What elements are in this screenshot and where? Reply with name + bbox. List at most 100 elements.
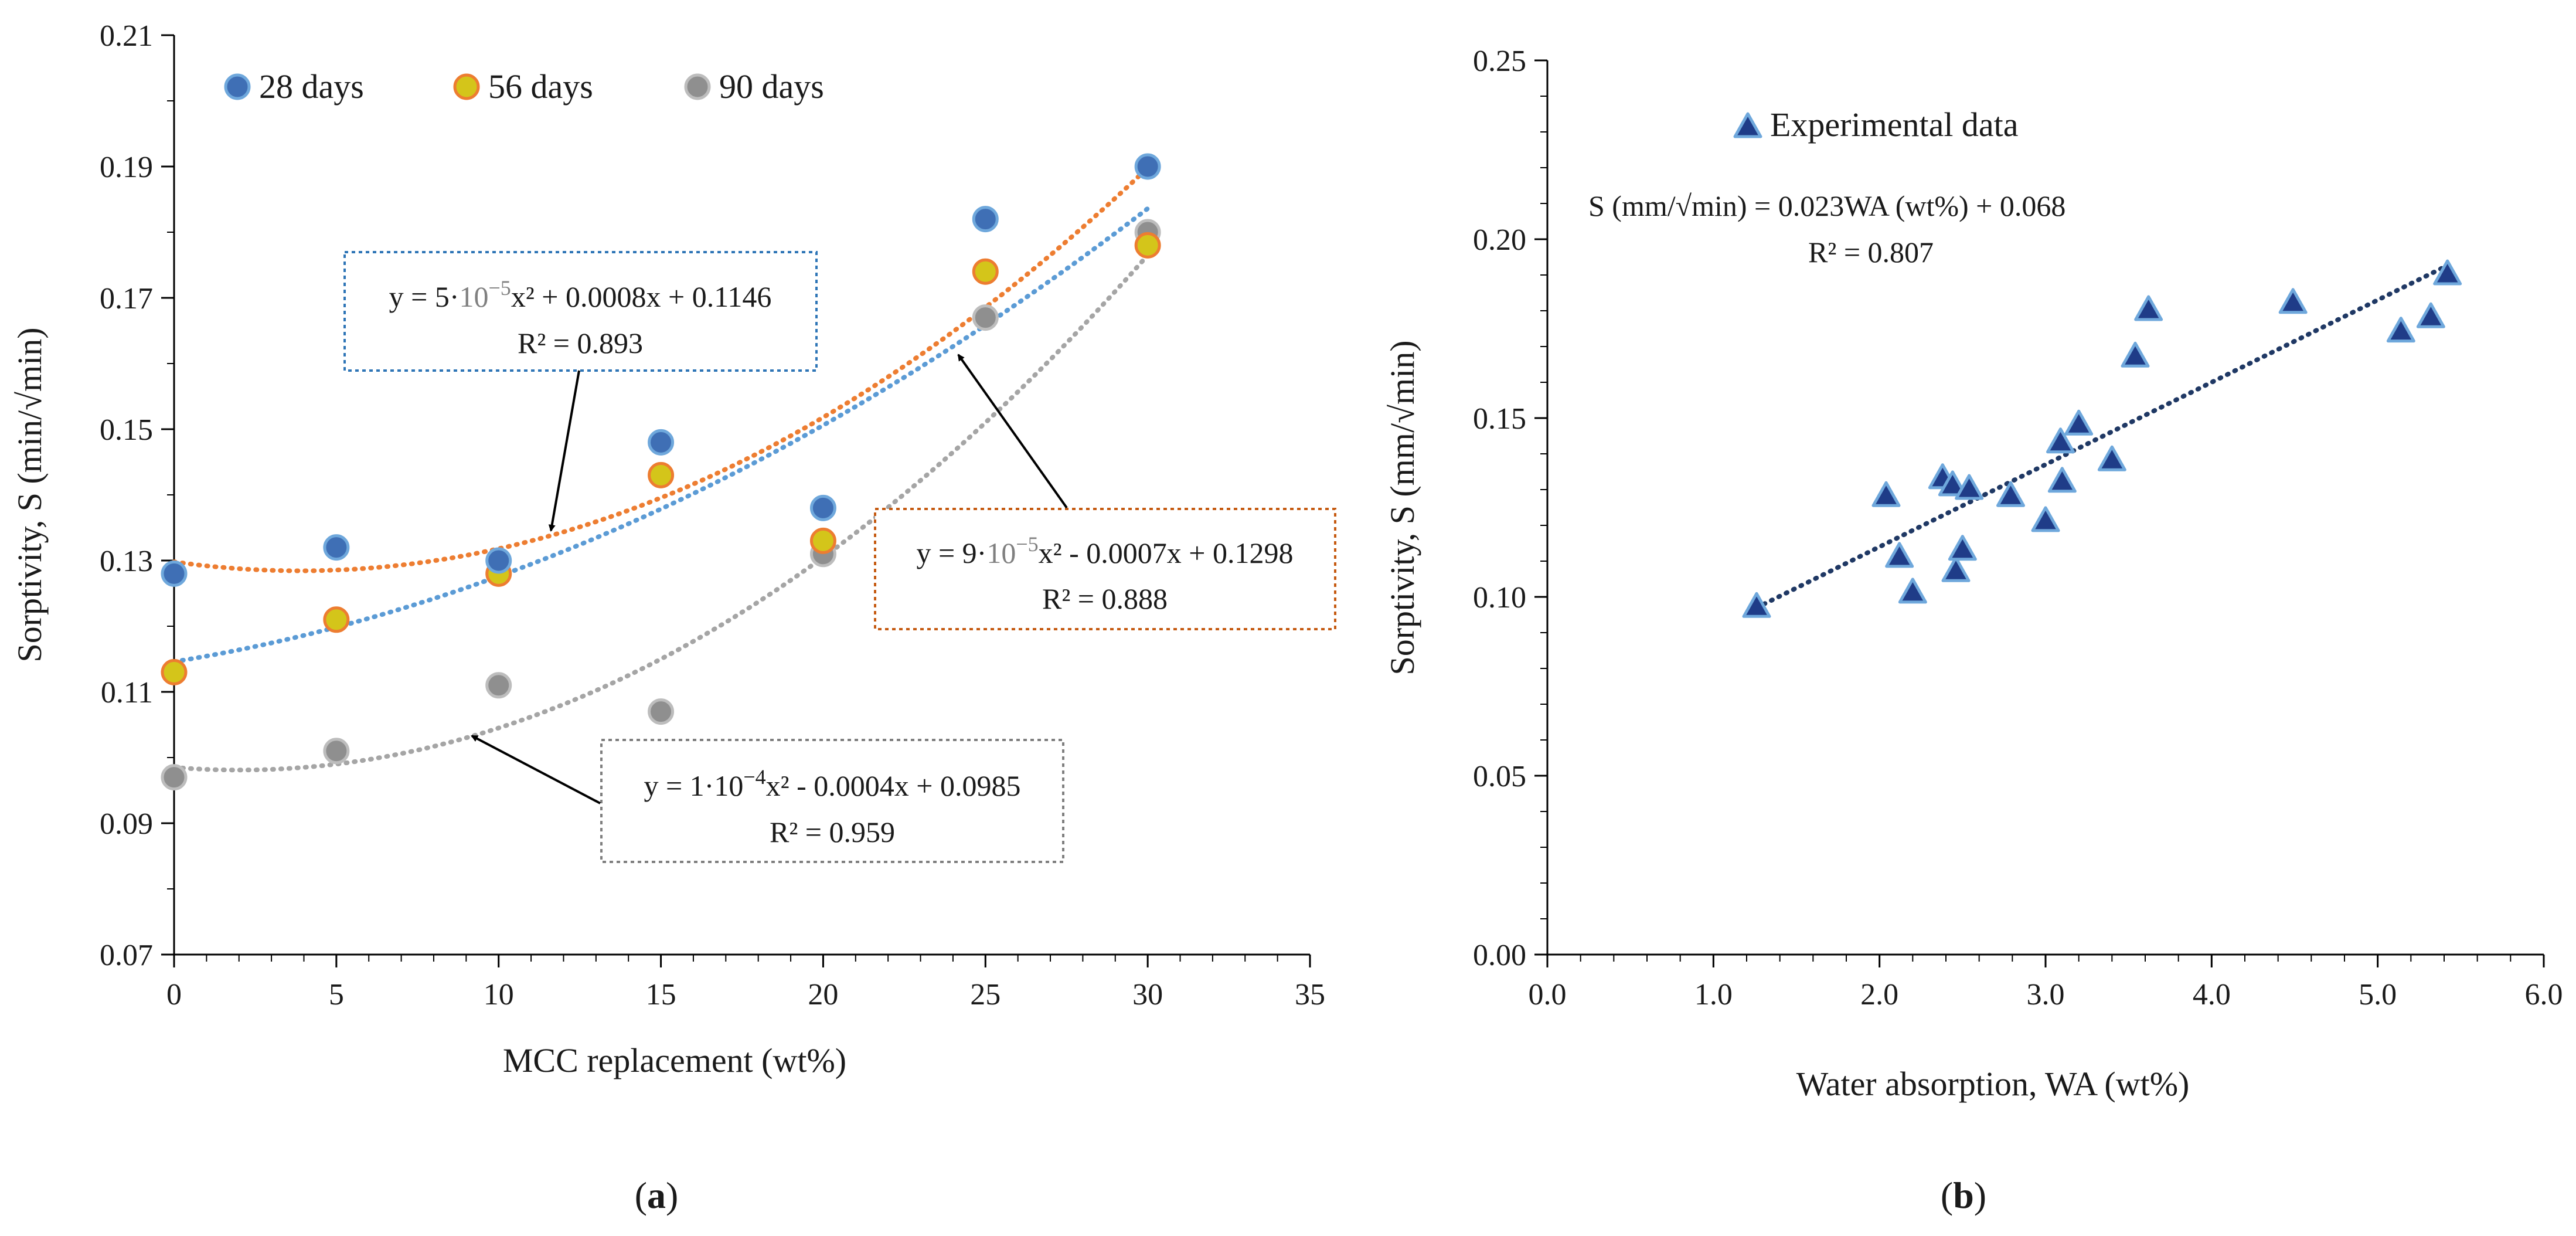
equation-28-days: y = 5·10−5x² + 0.0008x + 0.1146 [389, 276, 772, 313]
data-point-56-days [972, 258, 999, 285]
data-point-experimental [2386, 317, 2415, 343]
panel-b-legend: Experimental data [1733, 106, 2019, 144]
panel-a-data-points [161, 153, 1161, 791]
panel-a-x-tick-label: 30 [1132, 978, 1163, 1011]
equation-box-56-days: y = 9·10−5x² - 0.0007x + 0.1298 R² = 0.8… [874, 508, 1336, 630]
data-point-experimental [2134, 295, 2163, 321]
data-point-experimental [2416, 302, 2445, 328]
legend-marker-90-days [684, 73, 711, 100]
data-point-56-days [1134, 232, 1161, 259]
data-point-90-days [648, 698, 675, 725]
data-point-experimental [1885, 542, 1914, 568]
data-point-experimental [1996, 481, 2025, 507]
panel-b-x-tick-label: 5.0 [2359, 978, 2397, 1011]
data-point-experimental [2121, 341, 2150, 368]
panel-a-x-tick-label: 20 [808, 978, 838, 1011]
data-point-experimental [1938, 470, 1967, 497]
data-point-experimental [1742, 592, 1771, 618]
data-point-experimental [1871, 481, 1901, 507]
arrow-56-days [957, 354, 1068, 509]
panel-a-label: (a) [635, 1174, 679, 1216]
data-point-experimental [2064, 409, 2094, 436]
panel-b-chart: 0.0 1.0 2.0 3.0 4.0 5.0 6.0 0.00 0.05 0.10 0.15 0.2… [1383, 45, 2563, 1216]
data-point-90-days [323, 738, 350, 765]
r2-90-days: R² = 0.959 [770, 816, 895, 848]
data-point-experimental [2047, 467, 2077, 493]
legend-label-90-days: 90 days [719, 67, 824, 106]
data-point-28-days [485, 547, 512, 574]
panel-b-y-tick-label: 0.15 [1473, 402, 1526, 436]
equation-56-days: y = 9·10−5x² - 0.0007x + 0.1298 [916, 532, 1293, 569]
arrow-90-days [471, 735, 601, 804]
panel-b-x-tick-label: 1.0 [1694, 978, 1733, 1011]
panel-b-y-tick-label: 0.20 [1473, 223, 1526, 257]
panel-a-x-tick-label: 35 [1295, 978, 1325, 1011]
panel-a-y-tick-label: 0.07 [100, 939, 153, 972]
panel-b-label: (b) [1941, 1174, 1986, 1216]
legend-marker-28-days [224, 73, 251, 100]
data-point-28-days [648, 429, 675, 456]
panel-a-x-tick-label: 10 [484, 978, 514, 1011]
fit-curve-56-days [172, 165, 1151, 573]
panel-a-legend: 28 days 56 days 90 days [224, 67, 824, 106]
data-point-90-days [972, 304, 999, 331]
panel-a-x-tick-label: 15 [646, 978, 676, 1011]
equation-box-90-days: y = 1·10−4x² - 0.0004x + 0.0985 R² = 0.9… [600, 739, 1064, 863]
panel-a-x-tick-label: 0 [166, 978, 182, 1011]
panel-a-y-tick-label: 0.17 [100, 282, 153, 315]
data-point-experimental [2031, 506, 2060, 532]
panel-b-x-axis-title: Water absorption, WA (wt%) [1796, 1065, 2190, 1103]
panel-b-fit-line [1754, 263, 2450, 610]
panel-a-y-tick-label: 0.19 [100, 151, 153, 184]
panel-a-y-axis-title: Sorptivity, S (min/√min) [11, 327, 49, 662]
data-point-experimental [2433, 259, 2462, 286]
panel-a-ticks: 0 5 10 15 20 25 30 35 0.07 0.09 0.11 0.13 0.15 0.17 0.… [100, 19, 1325, 1011]
legend-marker-experimental [1733, 112, 1762, 138]
data-point-28-days [1134, 153, 1161, 180]
legend-label-56-days: 56 days [488, 67, 593, 106]
r2-28-days: R² = 0.893 [518, 327, 643, 359]
legend-label-28-days: 28 days [259, 67, 364, 106]
data-point-experimental [1898, 578, 1927, 604]
data-point-28-days [972, 206, 999, 233]
data-point-56-days [323, 606, 350, 633]
data-point-90-days [161, 764, 188, 791]
legend-marker-56-days [453, 73, 480, 100]
data-point-90-days [485, 672, 512, 699]
panel-b-r2: R² = 0.807 [1808, 236, 1934, 269]
data-point-experimental [1955, 474, 1984, 500]
panel-b-y-tick-label: 0.25 [1473, 45, 1526, 78]
trend-line [1754, 263, 2450, 610]
panel-a-y-tick-label: 0.21 [100, 19, 153, 53]
data-point-56-days [161, 658, 188, 685]
equation-box-28-days: y = 5·10−5x² + 0.0008x + 0.1146 R² = 0.8… [343, 251, 818, 372]
panel-b-x-tick-label: 6.0 [2525, 978, 2563, 1011]
arrow-28-days [548, 370, 580, 532]
panel-b-y-axis-title: Sorptivity, S (mm/√min) [1383, 340, 1421, 675]
data-point-28-days [323, 534, 350, 561]
panel-b-data-points [1742, 259, 2462, 618]
panel-b-x-tick-label: 0.0 [1529, 978, 1567, 1011]
panel-b-x-tick-label: 2.0 [1860, 978, 1898, 1011]
panel-b-y-tick-label: 0.00 [1473, 939, 1526, 972]
r2-56-days: R² = 0.888 [1042, 582, 1168, 615]
panel-b-y-tick-label: 0.05 [1473, 760, 1526, 793]
panel-a-y-tick-label: 0.15 [100, 413, 153, 447]
panel-a-x-tick-label: 25 [970, 978, 1001, 1011]
panel-a-x-tick-label: 5 [329, 978, 344, 1011]
data-point-56-days [809, 527, 836, 554]
panel-b-ticks: 0.0 1.0 2.0 3.0 4.0 5.0 6.0 0.00 0.05 0.10 0.15 0.2… [1473, 45, 2563, 1011]
data-point-experimental [2278, 288, 2308, 314]
data-point-experimental [1948, 535, 1977, 561]
legend-label-experimental: Experimental data [1770, 106, 2019, 144]
panel-a-y-tick-label: 0.11 [101, 676, 153, 709]
data-point-28-days [161, 560, 188, 587]
panel-a-chart: 0 5 10 15 20 25 30 35 0.07 0.09 0.11 0.13 0.15 0.17 0.… [11, 19, 1336, 1216]
panel-b-y-tick-label: 0.10 [1473, 581, 1526, 614]
panel-a-y-tick-label: 0.09 [100, 807, 153, 841]
panel-b-x-tick-label: 4.0 [2193, 978, 2231, 1011]
equation-90-days: y = 1·10−4x² - 0.0004x + 0.0985 [644, 765, 1020, 802]
panel-a-x-axis-title: MCC replacement (wt%) [503, 1041, 846, 1079]
data-point-56-days [648, 461, 675, 488]
panel-b-equation: S (mm/√min) = 0.023WA (wt%) + 0.068 [1588, 189, 2065, 222]
